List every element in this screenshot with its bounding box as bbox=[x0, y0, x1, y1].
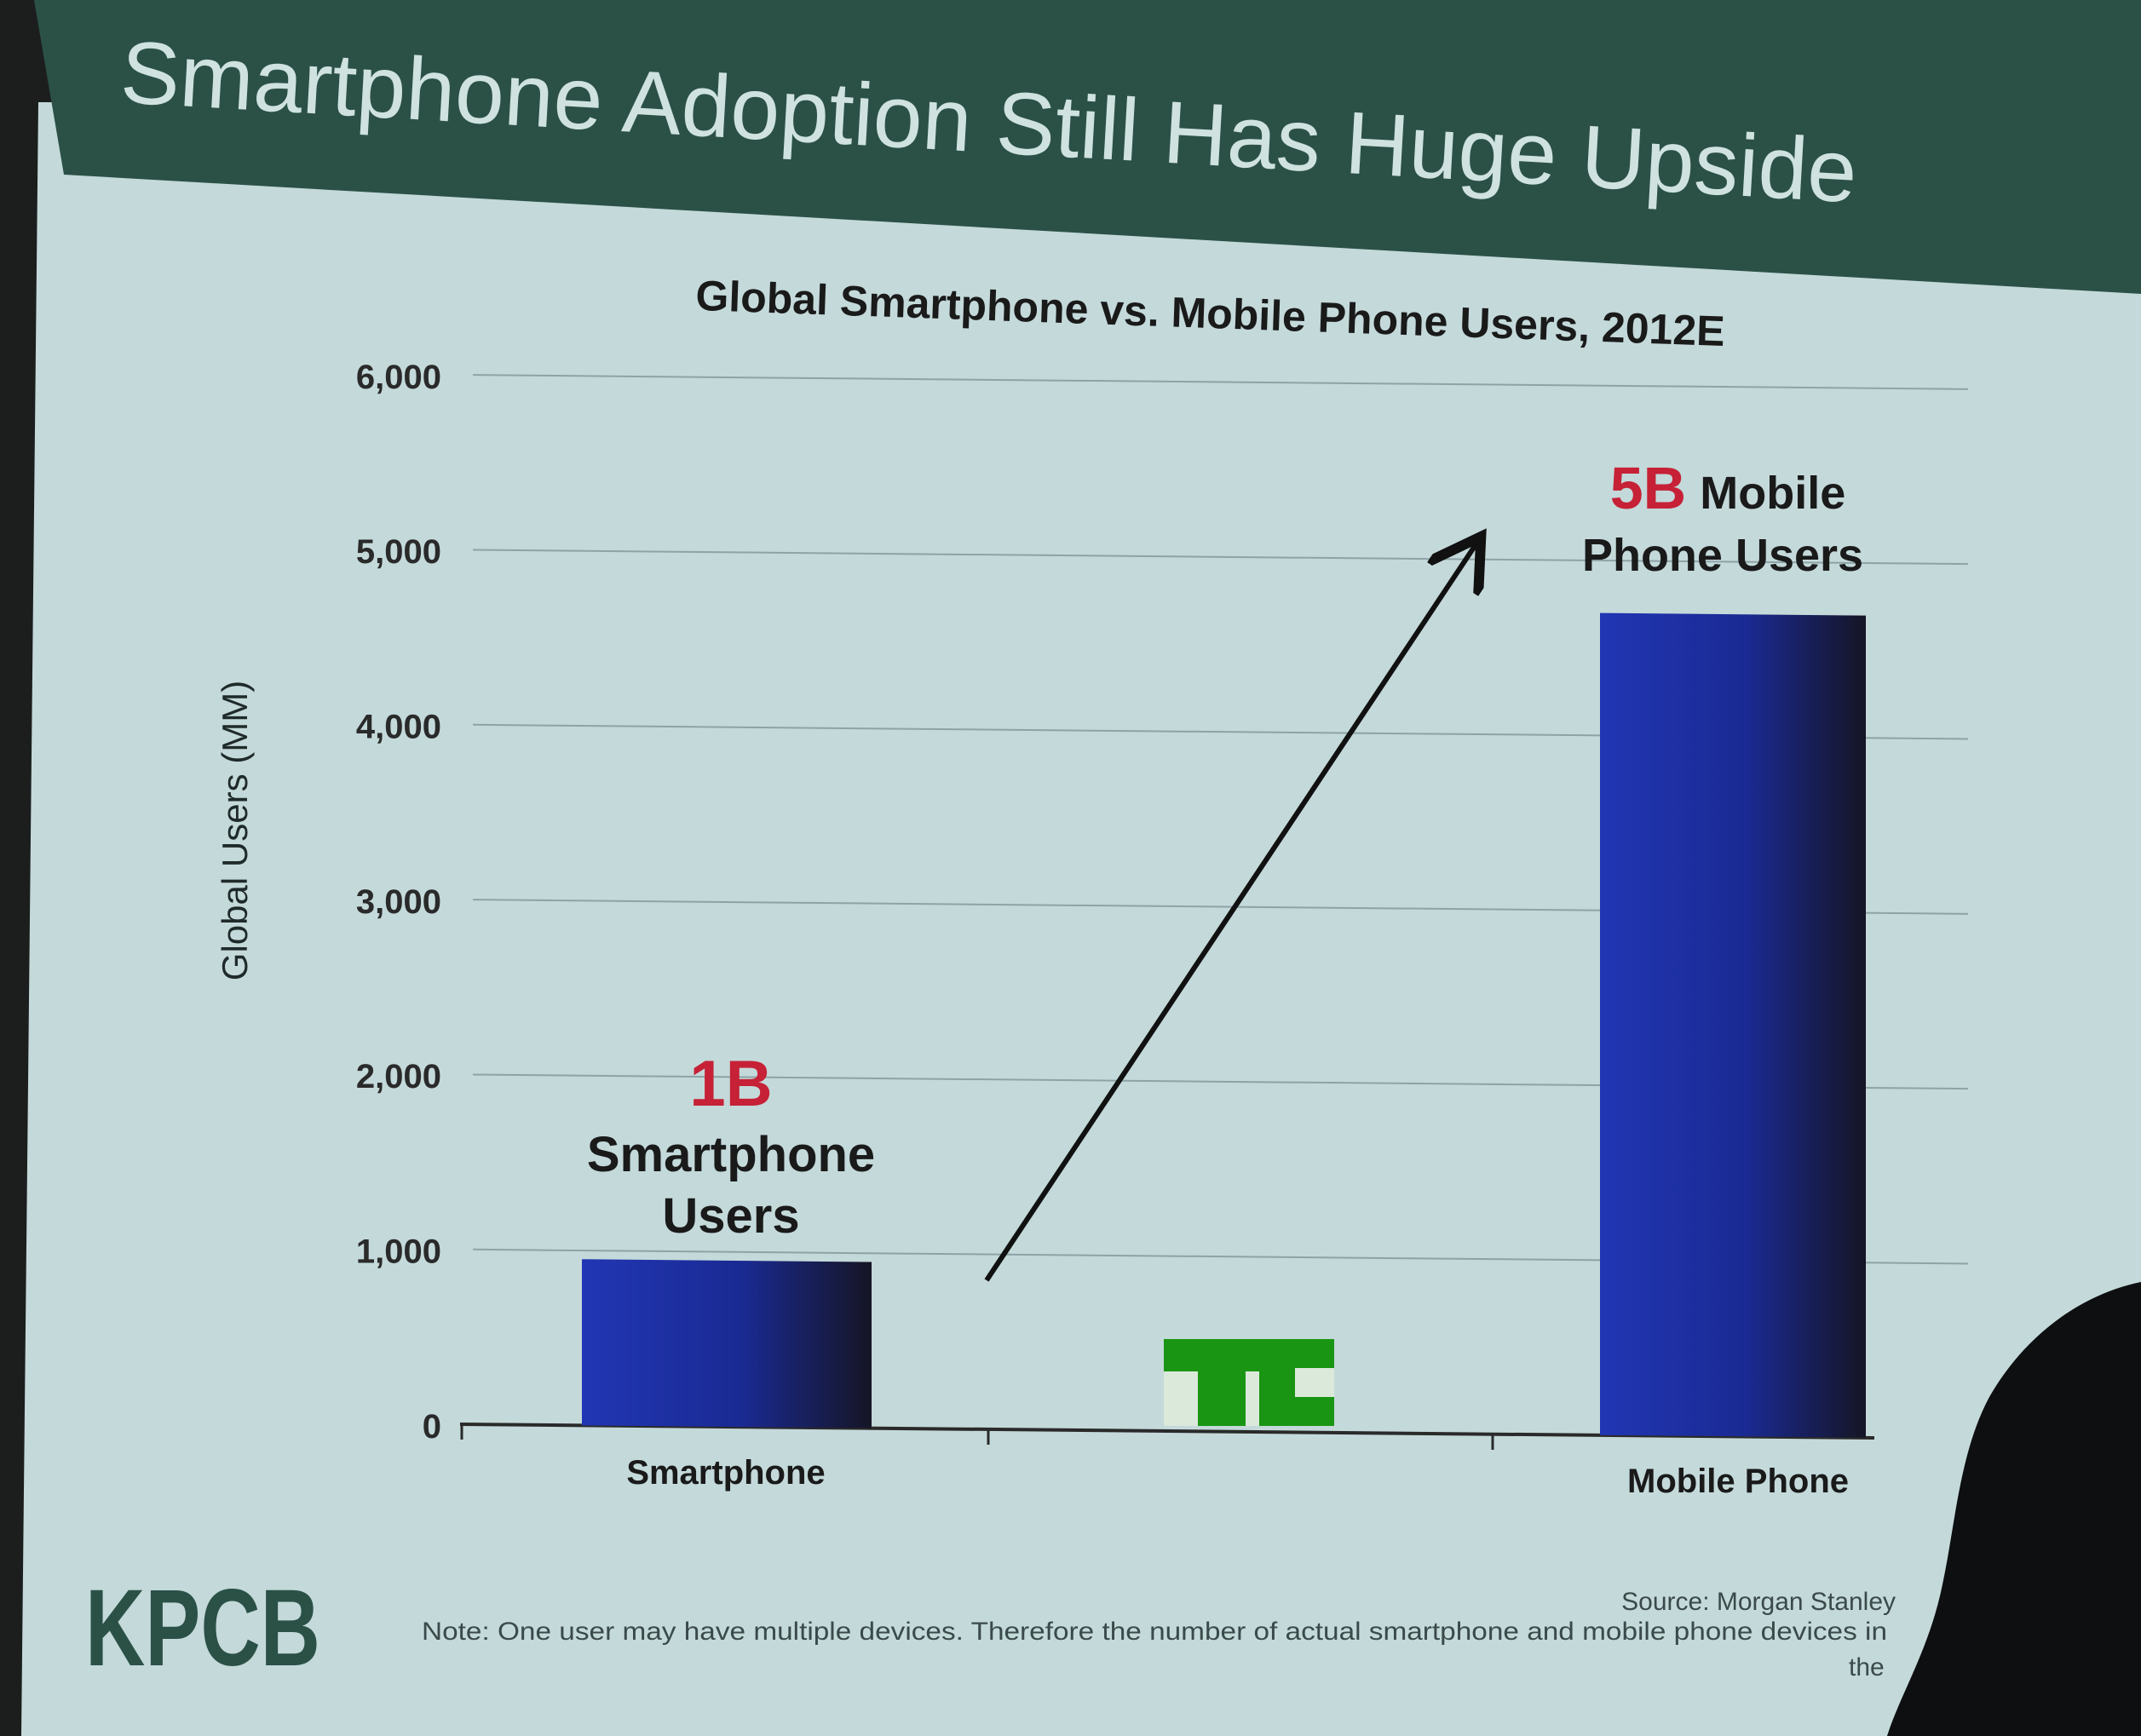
bar-mobile-phone bbox=[1600, 612, 1866, 1438]
smartphone-callout-line2: Users bbox=[662, 1188, 799, 1244]
x-tick-label-mobile-phone: Mobile Phone bbox=[1627, 1463, 1849, 1500]
mobile-callout-value: 5B bbox=[1610, 455, 1686, 521]
mobile-callout-word: Mobile bbox=[1700, 468, 1845, 519]
tc-watermark bbox=[1164, 1339, 1334, 1426]
y-tick-label: 3,000 bbox=[356, 883, 441, 921]
bar-smartphone bbox=[582, 1259, 872, 1428]
x-tick-label-smartphone: Smartphone bbox=[626, 1454, 825, 1492]
header-band bbox=[34, 0, 2141, 294]
smartphone-callout-value: 1B bbox=[689, 1048, 772, 1120]
mobile-callout-line1: 5B Mobile bbox=[1610, 455, 1845, 521]
x-axis-line bbox=[459, 1423, 1875, 1440]
y-tick-label: 4,000 bbox=[356, 708, 441, 745]
footnote: Note: One user may have multiple devices… bbox=[422, 1618, 1887, 1646]
y-tick-label: 6,000 bbox=[356, 359, 441, 396]
y-tick-label: 0 bbox=[423, 1408, 441, 1446]
gridline bbox=[472, 549, 1969, 566]
kpcb-logo: KPCB bbox=[85, 1567, 320, 1689]
footnote-tail: the bbox=[1849, 1653, 1885, 1681]
y-tick-label: 1,000 bbox=[356, 1233, 441, 1270]
audience-silhouette bbox=[1887, 1282, 2141, 1736]
y-axis-title: Global Users (MM) bbox=[215, 681, 255, 980]
growth-arrow bbox=[984, 541, 1478, 1282]
smartphone-callout-line1: Smartphone bbox=[587, 1127, 875, 1182]
mobile-callout-line2: Phone Users bbox=[1582, 530, 1863, 581]
y-tick-label: 5,000 bbox=[356, 533, 441, 571]
gridline bbox=[472, 374, 1969, 390]
source-note: Source: Morgan Stanley bbox=[1621, 1588, 1896, 1616]
y-tick-label: 2,000 bbox=[356, 1058, 441, 1095]
